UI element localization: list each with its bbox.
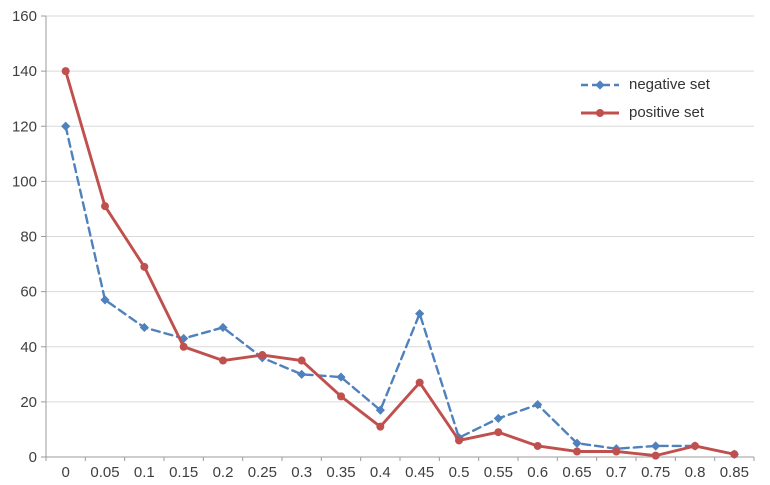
marker-circle-positive-set [337, 392, 345, 401]
marker-circle-positive-set [140, 262, 149, 271]
y-tick-label: 120 [12, 118, 37, 135]
marker-circle-positive-set [415, 378, 424, 387]
marker-diamond-negative-set [493, 413, 503, 424]
x-tick-label: 0.4 [370, 464, 391, 481]
x-tick-label: 0.75 [641, 464, 670, 481]
x-tick-label: 0.8 [685, 464, 706, 481]
x-tick-label: 0.55 [484, 464, 513, 481]
x-tick-label: 0.1 [134, 464, 155, 481]
y-tick-label: 20 [20, 394, 37, 411]
y-tick-label: 160 [12, 8, 37, 25]
marker-circle-positive-set [651, 451, 660, 460]
series-line-positive-set [64, 69, 736, 458]
legend-swatch-positive-icon [581, 108, 619, 117]
marker-circle-positive-set [494, 428, 503, 437]
y-tick-label: 80 [20, 229, 37, 246]
legend-marker-sample [595, 79, 605, 90]
marker-circle-positive-set [455, 436, 463, 445]
x-tick-label: 0.5 [449, 464, 470, 481]
marker-circle-positive-set [179, 342, 188, 351]
marker-diamond-negative-set [375, 405, 385, 415]
y-tick-label: 40 [20, 339, 37, 356]
marker-circle-positive-set [376, 422, 385, 431]
marker-circle-positive-set [691, 441, 699, 450]
x-tick-label: 0.6 [527, 464, 548, 481]
marker-diamond-negative-set [415, 309, 425, 319]
legend-marker-sample [596, 108, 604, 117]
x-tick-label: 0.25 [248, 464, 277, 481]
marker-diamond-negative-set [533, 400, 543, 410]
marker-circle-positive-set [258, 351, 267, 360]
x-tick-label: 0 [61, 464, 69, 481]
legend-swatch-negative-icon [581, 79, 619, 90]
marker-circle-positive-set [101, 202, 109, 211]
marker-circle-positive-set [730, 450, 739, 459]
marker-diamond-negative-set [651, 441, 661, 451]
y-tick-label: 0 [29, 449, 37, 466]
x-tick-label: 0.05 [90, 464, 119, 481]
marker-diamond-negative-set [572, 438, 582, 448]
legend-label-positive-set: positive set [629, 104, 705, 121]
y-tick-label: 140 [12, 63, 37, 80]
y-tick-label: 60 [20, 284, 37, 301]
legend: negative set positive set [580, 76, 710, 121]
legend-item-negative-set: negative set [580, 76, 710, 93]
legend-label-negative-set: negative set [629, 76, 710, 93]
x-tick-label: 0.7 [606, 464, 627, 481]
legend-item-positive-set: positive set [580, 104, 710, 121]
marker-diamond-negative-set [61, 121, 71, 131]
x-tick-label: 0.85 [720, 464, 749, 481]
marker-diamond-negative-set [100, 295, 110, 305]
marker-circle-positive-set [573, 447, 581, 456]
marker-diamond-negative-set [297, 369, 307, 379]
marker-circle-positive-set [533, 441, 542, 450]
marker-circle-positive-set [61, 67, 70, 76]
marker-diamond-negative-set [139, 322, 149, 333]
y-tick-label: 100 [12, 173, 37, 190]
x-tick-label: 0.3 [291, 464, 312, 481]
marker-circle-positive-set [219, 356, 227, 365]
x-tick-label: 0.45 [405, 464, 434, 481]
marker-circle-positive-set [612, 447, 621, 456]
x-tick-label: 0.65 [562, 464, 591, 481]
marker-circle-positive-set [297, 356, 306, 365]
x-tick-label: 0.15 [169, 464, 198, 481]
x-tick-label: 0.2 [213, 464, 234, 481]
marker-diamond-negative-set [218, 322, 228, 333]
x-tick-label: 0.35 [326, 464, 355, 481]
marker-diamond-negative-set [336, 372, 346, 382]
